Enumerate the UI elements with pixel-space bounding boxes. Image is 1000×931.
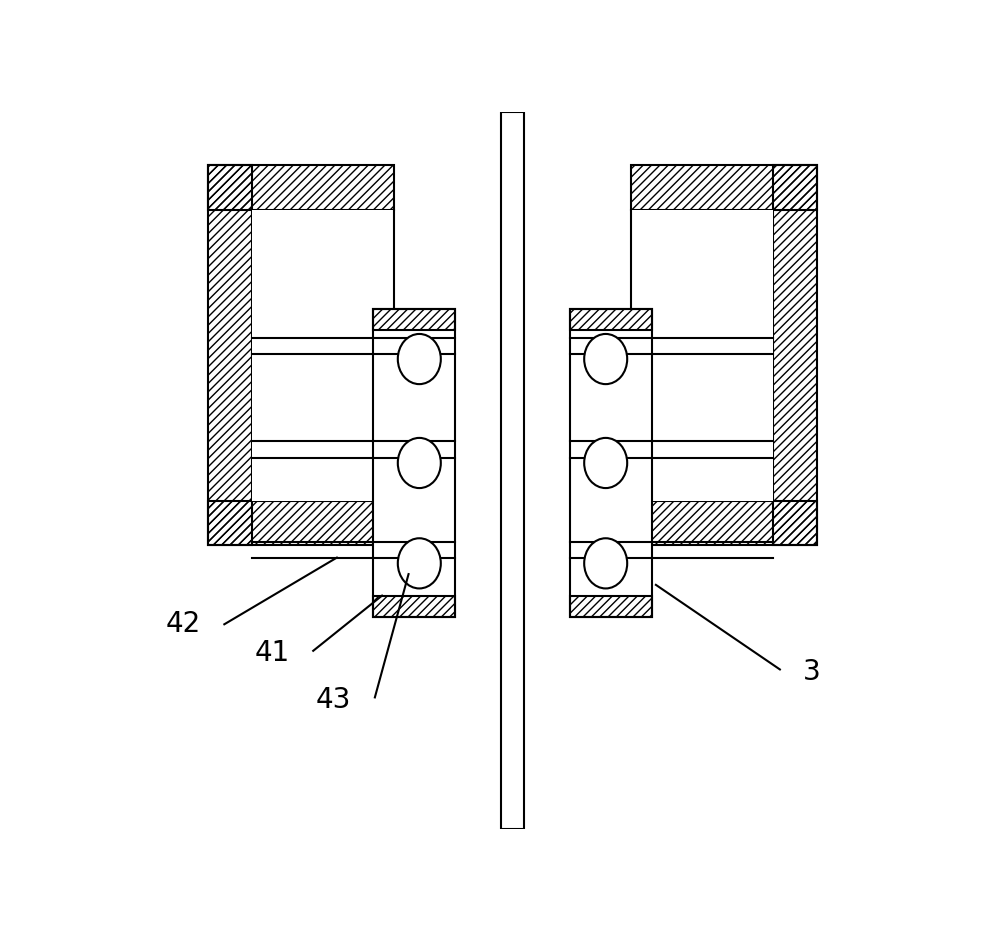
Bar [570,309,652,617]
Bar [570,309,652,617]
Bar [373,596,455,617]
Text: 43: 43 [316,685,351,713]
Bar [631,166,817,209]
Bar [208,166,252,546]
Bar [631,209,773,501]
Bar [208,501,394,546]
Bar [252,209,394,501]
Ellipse shape [398,438,441,488]
Bar [570,309,652,331]
Text: 3: 3 [803,658,821,686]
Bar [208,166,394,209]
Bar [373,309,455,617]
Ellipse shape [398,538,441,588]
Ellipse shape [398,334,441,385]
Bar [570,596,652,617]
Bar [773,166,817,546]
Text: 41: 41 [255,639,290,667]
Ellipse shape [584,538,627,588]
Bar [208,166,394,546]
Bar [631,166,817,546]
Ellipse shape [584,438,627,488]
Bar [501,112,524,829]
Bar [373,309,455,331]
Bar [373,309,455,617]
Text: 42: 42 [165,611,201,639]
Ellipse shape [584,334,627,385]
Bar [631,501,817,546]
